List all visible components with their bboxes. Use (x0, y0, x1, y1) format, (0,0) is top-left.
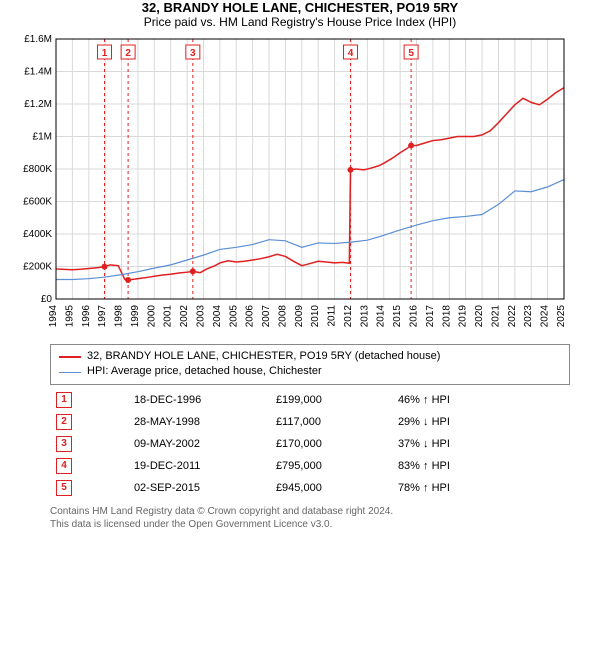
legend-item: 32, BRANDY HOLE LANE, CHICHESTER, PO19 5… (59, 349, 561, 364)
svg-text:£0: £0 (41, 294, 53, 305)
svg-text:3: 3 (190, 48, 196, 59)
svg-text:5: 5 (408, 48, 414, 59)
event-row: 4 19-DEC-2011£795,00083% ↑ HPI (50, 455, 570, 477)
svg-text:2017: 2017 (425, 305, 436, 328)
event-price: £199,000 (270, 389, 392, 411)
svg-text:2016: 2016 (409, 305, 420, 328)
footer-line-1: Contains HM Land Registry data © Crown c… (50, 505, 570, 518)
event-row: 3 09-MAY-2002£170,00037% ↓ HPI (50, 433, 570, 455)
svg-text:2013: 2013 (359, 305, 370, 328)
event-badge: 2 (56, 414, 72, 430)
svg-text:2019: 2019 (458, 305, 469, 328)
event-badge: 3 (56, 436, 72, 452)
svg-text:1996: 1996 (81, 305, 92, 328)
event-price: £795,000 (270, 455, 392, 477)
legend-label: HPI: Average price, detached house, Chic… (87, 364, 322, 379)
svg-text:2018: 2018 (441, 305, 452, 328)
page-title: 32, BRANDY HOLE LANE, CHICHESTER, PO19 5… (0, 0, 600, 15)
event-date: 18-DEC-1996 (128, 389, 270, 411)
svg-text:2006: 2006 (245, 305, 256, 328)
svg-text:2024: 2024 (540, 305, 551, 328)
svg-text:1995: 1995 (64, 305, 75, 328)
svg-text:1997: 1997 (97, 305, 108, 328)
svg-text:1999: 1999 (130, 305, 141, 328)
svg-text:£1.2M: £1.2M (24, 99, 52, 110)
event-date: 28-MAY-1998 (128, 411, 270, 433)
event-price: £117,000 (270, 411, 392, 433)
svg-text:2000: 2000 (146, 305, 157, 328)
event-delta: 83% ↑ HPI (392, 455, 570, 477)
svg-text:2007: 2007 (261, 305, 272, 328)
svg-text:£400K: £400K (23, 229, 52, 240)
event-badge: 1 (56, 392, 72, 408)
event-date: 19-DEC-2011 (128, 455, 270, 477)
svg-text:2021: 2021 (490, 305, 501, 328)
svg-text:2022: 2022 (507, 305, 518, 328)
page-subtitle: Price paid vs. HM Land Registry's House … (0, 15, 600, 29)
event-badge: 5 (56, 480, 72, 496)
svg-text:2023: 2023 (523, 305, 534, 328)
svg-text:2005: 2005 (228, 305, 239, 328)
svg-text:2003: 2003 (195, 305, 206, 328)
legend-label: 32, BRANDY HOLE LANE, CHICHESTER, PO19 5… (87, 349, 440, 364)
event-price: £945,000 (270, 477, 392, 499)
svg-text:2015: 2015 (392, 305, 403, 328)
svg-text:£200K: £200K (23, 262, 52, 273)
svg-text:1998: 1998 (114, 305, 125, 328)
event-row: 1 18-DEC-1996£199,00046% ↑ HPI (50, 389, 570, 411)
event-date: 02-SEP-2015 (128, 477, 270, 499)
legend: 32, BRANDY HOLE LANE, CHICHESTER, PO19 5… (50, 344, 570, 385)
svg-text:2009: 2009 (294, 305, 305, 328)
event-delta: 46% ↑ HPI (392, 389, 570, 411)
svg-text:2014: 2014 (376, 305, 387, 328)
svg-text:£1.6M: £1.6M (24, 34, 52, 45)
svg-text:2025: 2025 (556, 305, 567, 328)
svg-text:2008: 2008 (277, 305, 288, 328)
event-date: 09-MAY-2002 (128, 433, 270, 455)
svg-text:2004: 2004 (212, 305, 223, 328)
svg-text:£800K: £800K (23, 164, 52, 175)
svg-text:2: 2 (125, 48, 131, 59)
svg-text:£600K: £600K (23, 197, 52, 208)
event-price: £170,000 (270, 433, 392, 455)
event-delta: 78% ↑ HPI (392, 477, 570, 499)
legend-swatch (59, 372, 81, 373)
footer-line-2: This data is licensed under the Open Gov… (50, 518, 570, 531)
chart-container: £0 £200K £400K £600K £800K £1M £1.2M £1.4M £1.6M… (10, 33, 590, 338)
svg-text:£1.4M: £1.4M (24, 67, 52, 78)
svg-text:2001: 2001 (163, 305, 174, 328)
svg-text:2020: 2020 (474, 305, 485, 328)
svg-text:2012: 2012 (343, 305, 354, 328)
svg-text:2002: 2002 (179, 305, 190, 328)
legend-swatch (59, 356, 81, 358)
legend-item: HPI: Average price, detached house, Chic… (59, 364, 561, 379)
events-table: 1 18-DEC-1996£199,00046% ↑ HPI 2 28-MAY-199… (50, 389, 570, 499)
event-delta: 29% ↓ HPI (392, 411, 570, 433)
svg-text:4: 4 (348, 48, 354, 59)
event-row: 5 02-SEP-2015£945,00078% ↑ HPI (50, 477, 570, 499)
event-row: 2 28-MAY-1998£117,00029% ↓ HPI (50, 411, 570, 433)
svg-text:2011: 2011 (327, 305, 338, 327)
svg-text:1: 1 (102, 48, 108, 59)
event-delta: 37% ↓ HPI (392, 433, 570, 455)
svg-text:1994: 1994 (48, 305, 59, 328)
svg-text:£1M: £1M (33, 132, 52, 143)
event-badge: 4 (56, 458, 72, 474)
footer: Contains HM Land Registry data © Crown c… (50, 505, 570, 531)
svg-text:2010: 2010 (310, 305, 321, 328)
price-chart: £0 £200K £400K £600K £800K £1M £1.2M £1.4M £1.6M… (10, 33, 570, 333)
